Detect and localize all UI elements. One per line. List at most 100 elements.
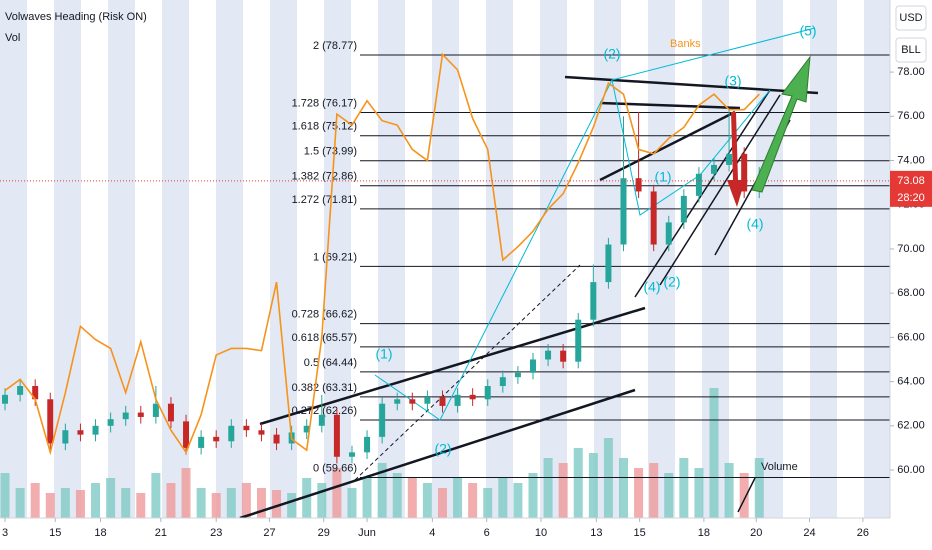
wave-label: (2) <box>603 46 620 62</box>
candle-body <box>545 350 552 360</box>
x-tick-label: 15 <box>634 527 646 539</box>
candle-body <box>167 403 174 422</box>
series-label: Banks <box>670 38 701 50</box>
volume-bar <box>60 488 70 518</box>
fib-levels: 2 (78.77) 1.728 (76.17) 1.618 (75.12) 1.5 (… <box>292 40 890 479</box>
volume-bar <box>634 468 644 518</box>
y-tick-label: 76.00 <box>897 110 925 122</box>
session-band <box>810 0 837 518</box>
wave-label: (4) <box>643 279 660 295</box>
fib-label: 2 (78.77) <box>313 40 357 52</box>
chart-subtitle: Vol <box>5 32 20 44</box>
currency-button[interactable] <box>895 5 927 31</box>
volume-bar <box>332 468 342 518</box>
trend-line <box>737 477 756 513</box>
session-band <box>540 0 567 518</box>
candle-body <box>137 412 144 417</box>
volume-bar <box>739 473 749 518</box>
candle-body <box>439 397 446 406</box>
wave-label: (2) <box>663 274 680 290</box>
candle-body <box>92 425 99 435</box>
x-tick-label: 26 <box>857 527 869 539</box>
x-tick-label: 15 <box>49 527 61 539</box>
x-tick-label: 18 <box>698 527 710 539</box>
candle-body <box>499 377 506 387</box>
volume-bar <box>483 488 493 518</box>
volume-bar <box>437 488 447 518</box>
trend-line <box>239 388 636 520</box>
series-line <box>4 52 760 456</box>
candle-body <box>273 434 280 444</box>
y-tick-label: 68.00 <box>897 287 925 299</box>
wave-label: (2) <box>434 441 451 457</box>
candle-body <box>620 178 627 245</box>
candle-body <box>741 153 748 192</box>
volume-bar <box>664 473 674 518</box>
y-tick-label: 60.00 <box>897 464 925 476</box>
x-tick-label: Jun <box>358 527 376 539</box>
wave-path <box>611 27 816 81</box>
x-tick-label: 23 <box>210 527 222 539</box>
axes: 60.0062.0064.0066.0068.0070.0072.0074.00… <box>2 66 932 539</box>
fib-label: 1.5 (73.99) <box>304 146 357 158</box>
candle-body <box>318 414 325 426</box>
x-tick-label: 29 <box>318 527 330 539</box>
candle-body <box>303 425 310 433</box>
x-tick-label: 18 <box>94 527 106 539</box>
wave-label: (1) <box>375 346 392 362</box>
unit[interactable]: BLL <box>901 44 921 56</box>
y-tick-label: 78.00 <box>897 66 925 78</box>
candle-body <box>469 394 476 400</box>
candle-body <box>198 436 205 448</box>
fib-label: 0.382 (63.31) <box>292 382 357 394</box>
volume-bar <box>211 493 221 518</box>
volume-bar <box>724 463 734 518</box>
wave-label: (4) <box>746 216 763 232</box>
candle-body <box>77 430 84 435</box>
candle-body <box>47 399 54 444</box>
volume-bar <box>15 488 25 518</box>
volume-pane <box>0 388 764 518</box>
volume-bar <box>302 478 312 518</box>
volume-bar <box>106 478 116 518</box>
volume-bar <box>347 488 357 518</box>
volume-bar <box>377 463 387 518</box>
fib-label: 0.272 (62.26) <box>292 405 357 417</box>
volume-bar <box>588 453 598 518</box>
wave-label: (1) <box>654 169 671 185</box>
wave-labels: (1)(2)(2)(3)(5)(4)(1)(4) (2) <box>375 23 816 457</box>
volume-bar <box>151 473 161 518</box>
volume-bar <box>272 490 282 518</box>
volume-bar <box>754 458 764 518</box>
volume-label: Volume <box>761 461 798 473</box>
volume-bar <box>694 468 704 518</box>
volume-bar <box>45 493 55 518</box>
volume-bar <box>317 483 327 518</box>
x-tick-label: 27 <box>263 527 275 539</box>
candle-body <box>650 191 657 245</box>
y-tick-label: 62.00 <box>897 420 925 432</box>
trend-line <box>634 89 771 298</box>
candle-body <box>62 430 69 444</box>
candle-body <box>514 372 521 378</box>
trend-line <box>599 110 736 182</box>
volume-bar <box>498 478 508 518</box>
volume-bar <box>513 483 523 518</box>
x-tick-label: 4 <box>429 527 435 539</box>
candle-body <box>575 319 582 362</box>
candle-body <box>122 412 129 420</box>
session-band <box>864 0 891 518</box>
y-tick-label: 64.00 <box>897 375 925 387</box>
candle-body <box>228 425 235 442</box>
candle-body <box>529 359 536 373</box>
volume-bar <box>181 468 191 518</box>
candle-body <box>560 350 567 362</box>
candle-body <box>680 195 687 223</box>
volume-bar <box>543 458 553 518</box>
volume-bar <box>166 483 176 518</box>
currency[interactable]: USD <box>899 12 922 24</box>
volume-bar <box>422 483 432 518</box>
unit-button[interactable] <box>895 37 927 63</box>
